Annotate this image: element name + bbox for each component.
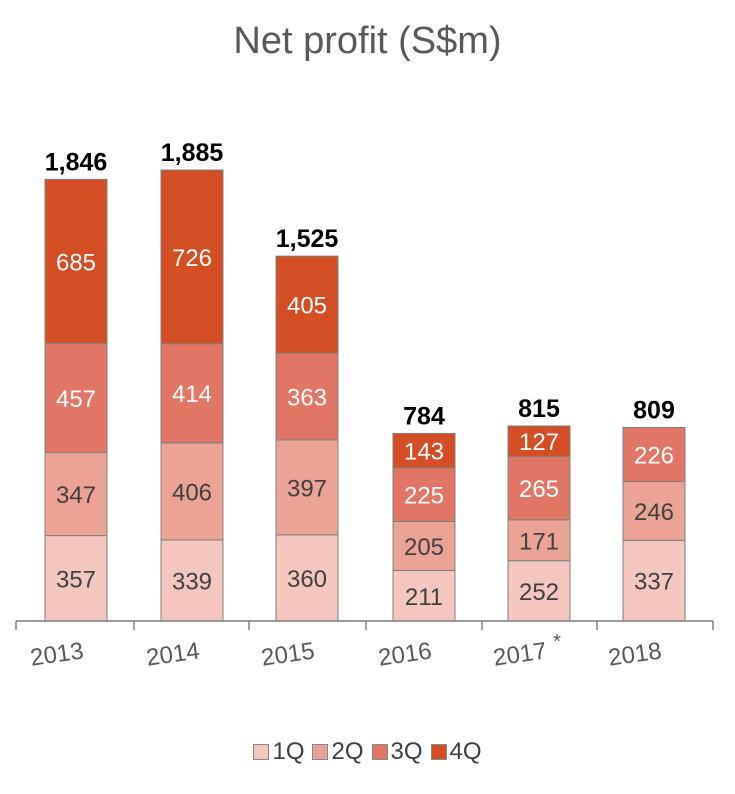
bar-segment-2017-2q bbox=[507, 519, 571, 562]
total-label-2016: 784 bbox=[403, 402, 445, 430]
total-label-2015: 1,525 bbox=[276, 225, 339, 253]
data-label-2013-4q: 685 bbox=[56, 249, 96, 276]
data-label-2018-2q: 246 bbox=[634, 499, 674, 526]
total-label-2014: 1,885 bbox=[161, 139, 224, 167]
legend-swatch-2q bbox=[312, 744, 329, 760]
bar-segment-2018-3q bbox=[622, 426, 686, 483]
chart-title: Net profit (S$m) bbox=[233, 20, 502, 62]
x-tick-label-2014: 2014 bbox=[145, 637, 202, 671]
data-label-2014-2q: 406 bbox=[172, 479, 212, 506]
total-label-2018: 809 bbox=[633, 396, 675, 424]
bar-segment-2018-2q bbox=[622, 481, 686, 541]
bar-segment-2016-4q bbox=[392, 432, 456, 469]
data-label-2015-2q: 397 bbox=[287, 475, 327, 502]
x-tick-label-2018: 2018 bbox=[607, 637, 664, 671]
bar-segment-2016-1q bbox=[392, 570, 456, 622]
data-label-2016-4q: 143 bbox=[404, 439, 444, 466]
data-label-2018-3q: 226 bbox=[634, 442, 674, 469]
data-label-2016-3q: 225 bbox=[404, 483, 444, 510]
data-label-2017-3q: 265 bbox=[519, 476, 559, 503]
x-tick-label-2015: 2015 bbox=[260, 637, 317, 671]
data-label-2014-4q: 726 bbox=[172, 245, 212, 272]
data-label-2017-2q: 171 bbox=[519, 528, 559, 555]
legend-item-1q: 1Q bbox=[253, 738, 304, 766]
x-tick-label-2017: 2017 bbox=[492, 637, 549, 671]
bar-segment-2015-4q bbox=[275, 255, 339, 354]
bar-segment-2014-2q bbox=[160, 442, 224, 541]
data-label-2015-3q: 363 bbox=[287, 384, 327, 411]
data-label-2016-1q: 211 bbox=[405, 584, 443, 611]
bar-segment-2016-3q bbox=[392, 467, 456, 522]
legend-swatch-1q bbox=[253, 744, 270, 760]
total-label-2013: 1,846 bbox=[45, 148, 108, 176]
data-label-2017-4q: 127 bbox=[519, 429, 559, 456]
bar-segment-2013-3q bbox=[44, 342, 108, 454]
legend-label-1q: 1Q bbox=[272, 738, 305, 765]
legend-swatch-4q bbox=[430, 744, 447, 760]
bar-segment-2014-4q bbox=[160, 169, 224, 345]
data-label-2018-1q: 337 bbox=[634, 569, 674, 596]
data-label-2015-4q: 405 bbox=[287, 293, 327, 320]
bar-segment-2013-4q bbox=[44, 178, 108, 344]
data-label-2016-2q: 205 bbox=[404, 534, 444, 561]
data-label-2013-3q: 457 bbox=[56, 386, 96, 413]
bar-segment-2017-1q bbox=[507, 560, 571, 622]
data-label-2013-1q: 357 bbox=[56, 566, 96, 593]
legend: 1Q 2Q 3Q 4Q bbox=[0, 738, 735, 766]
bar-segment-2015-3q bbox=[275, 352, 339, 441]
legend-item-2q: 2Q bbox=[312, 738, 364, 766]
bar-segment-2017-4q bbox=[507, 425, 571, 457]
legend-swatch-3q bbox=[371, 744, 388, 760]
legend-label-3q: 3Q bbox=[390, 738, 423, 765]
legend-label-2q: 2Q bbox=[331, 738, 364, 765]
legend-item-3q: 3Q bbox=[371, 738, 423, 766]
data-label-2013-2q: 347 bbox=[56, 482, 96, 509]
bar-segment-2017-3q bbox=[507, 455, 571, 521]
bar-segment-2015-1q bbox=[275, 534, 339, 622]
x-tick-label-2013: 2013 bbox=[29, 637, 86, 671]
x-tick-footnote-mark-2017: * bbox=[553, 631, 561, 653]
x-tick-label-2016: 2016 bbox=[377, 637, 434, 671]
bar-segment-2014-3q bbox=[160, 343, 224, 444]
data-label-2015-1q: 360 bbox=[287, 566, 327, 593]
legend-item-4q: 4Q bbox=[430, 738, 482, 766]
total-label-2017: 815 bbox=[518, 395, 560, 423]
data-label-2014-1q: 339 bbox=[172, 568, 212, 595]
bar-segment-2013-1q bbox=[44, 535, 108, 622]
data-label-2017-1q: 252 bbox=[519, 579, 559, 606]
legend-label-4q: 4Q bbox=[449, 738, 482, 765]
bar-segment-2016-2q bbox=[392, 520, 456, 572]
data-label-2014-3q: 414 bbox=[172, 381, 212, 408]
